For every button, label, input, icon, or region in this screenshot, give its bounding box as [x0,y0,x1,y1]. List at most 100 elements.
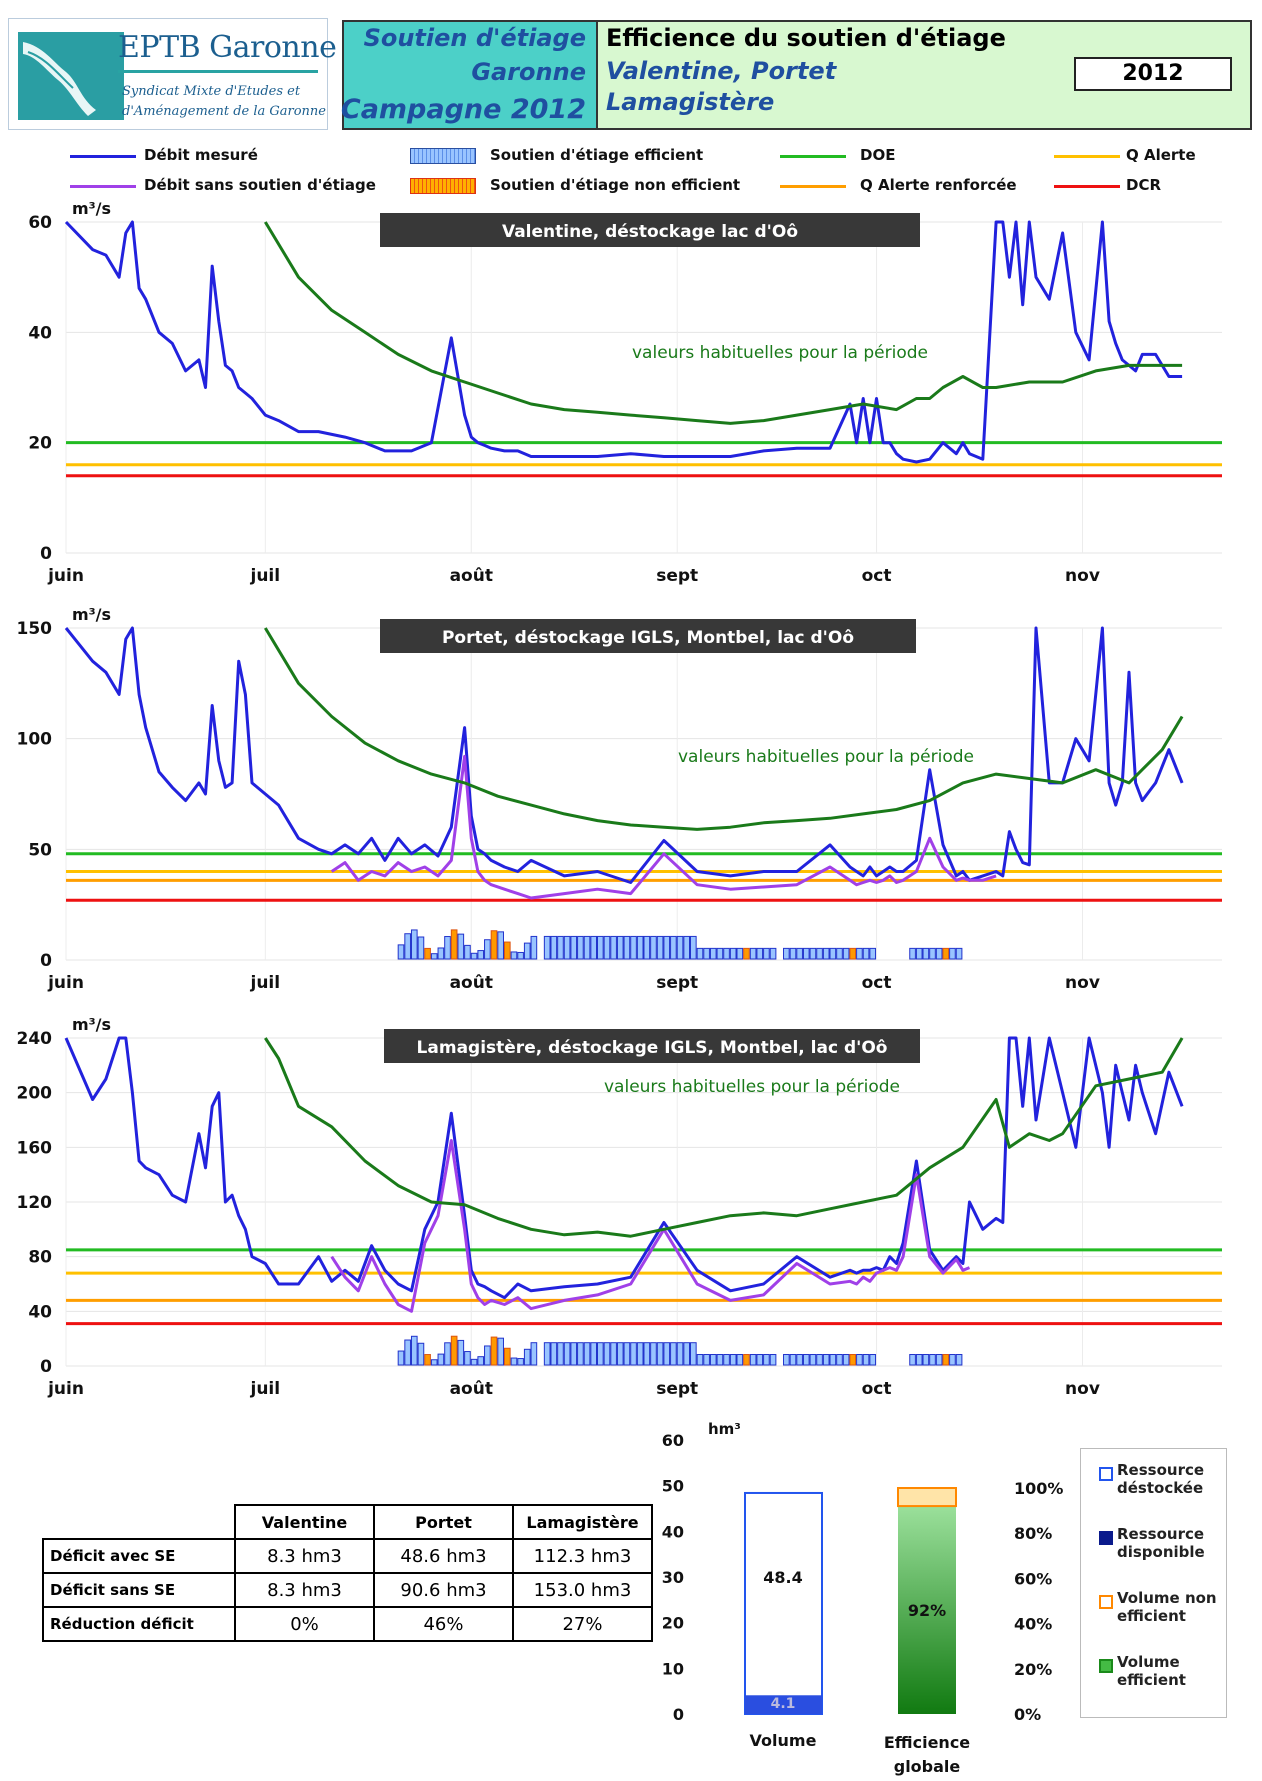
support-bar [929,947,936,960]
support-bar [417,936,425,960]
support-bar [696,1354,704,1366]
category-label-volume: Volume [750,1731,817,1750]
y-tick-label: 100 [17,730,53,750]
x-tick-label: nov [1065,973,1100,993]
y-tick-label: 0 [40,544,52,564]
support-bar [743,947,750,960]
logo-subtitle-2: d'Aménagement de la Garonne [122,104,326,119]
support-bar [464,1351,471,1366]
support-bar [603,935,611,960]
chart-title: Portet, déstockage IGLS, Montbel, lac d'… [442,628,854,648]
support-bar [816,1354,823,1366]
y-axis-unit: m³/s [72,199,111,218]
series-measured [64,626,1184,884]
support-bar [437,1353,445,1366]
support-bar [849,1354,857,1366]
legend-alerte-line [1054,155,1120,158]
support-bar [769,1354,777,1366]
support-bar [703,1354,710,1366]
support-bar [690,1342,697,1366]
support-bar [484,1345,491,1366]
deficit-table: Valentine Portet Lamagistère Déficit ave… [42,1504,653,1642]
header-title: Efficience du soutien d'étiage [606,24,1006,52]
support-bar [670,1342,677,1366]
support-bar [656,935,664,960]
table-cell: 153.0 hm3 [512,1572,653,1608]
support-bar [749,947,757,960]
support-bar [424,1354,431,1366]
efficiency-y-tick: 100% [1014,1479,1063,1498]
support-bar [709,1354,717,1366]
category-label-efficiency-line2: globale [894,1757,961,1776]
header-stations-1: Valentine, Portet [606,57,837,85]
y-tick-label: 0 [40,1357,52,1377]
table-cell: 8.3 hm3 [234,1572,375,1608]
support-bar [862,947,870,960]
support-bar [484,939,491,960]
volume-y-tick: 60 [662,1431,684,1450]
support-bar [809,1354,817,1366]
volume-bar-destocked [744,1491,823,1716]
support-bar [683,1342,691,1366]
support-bar [955,1354,963,1366]
support-bar [610,935,617,960]
support-bar [690,935,697,960]
plot-area-0 [66,222,1222,553]
support-bar [729,947,737,960]
legend-nonefficient-box [410,178,476,194]
support-bar [822,947,830,960]
support-bar [490,930,498,960]
support-bar [650,935,657,960]
support-bar [503,941,511,960]
legend-measured-line [70,155,136,158]
y-tick-label: 40 [28,1302,52,1322]
support-bar [570,935,578,960]
support-bar [590,1342,597,1366]
support-bar [464,944,471,960]
support-bar [450,929,458,960]
y-tick-label: 50 [28,840,52,860]
support-bar [656,1342,664,1366]
table-row: Réduction déficit 0% 46% 27% [42,1606,653,1642]
support-bar [530,935,538,960]
volume-y-tick: 20 [662,1614,684,1633]
header-campaign-panel: Soutien d'étiage Garonne Campagne 2012 [341,20,598,130]
support-bar [577,935,584,960]
support-bar [470,952,478,960]
support-bar [643,1342,651,1366]
support-bar [457,1339,465,1366]
support-bar [829,1354,837,1366]
x-tick-label: juin [47,1379,84,1399]
support-bar [849,947,857,960]
eptb-logo-icon [18,32,124,120]
usual-values-annotation: valeurs habituelles pour la période [604,1077,900,1097]
support-bar [523,942,531,960]
volume-bar-available [745,1695,822,1714]
support-bar [922,947,930,960]
support-bar [842,947,850,960]
legend-destocked-swatch [1099,1467,1113,1481]
support-bar [410,929,418,960]
volume-y-tick: 10 [662,1659,684,1678]
support-bar [915,947,923,960]
efficiency-y-tick: 0% [1014,1705,1041,1724]
support-bar [836,1354,843,1366]
header-stations-2: Lamagistère [606,88,775,116]
support-bar [457,933,465,960]
table-header: Lamagistère [512,1504,653,1540]
efficiency-y-tick: 20% [1014,1660,1052,1679]
support-bar [763,947,770,960]
x-tick-label: sept [656,973,698,993]
table-row: Déficit sans SE 8.3 hm3 90.6 hm3 153.0 h… [42,1572,653,1608]
support-bar [470,1358,478,1366]
support-bar [590,935,597,960]
support-bar [497,931,504,960]
support-bar [942,1354,950,1366]
chart-title-box [380,213,920,247]
table-header: Portet [373,1504,514,1540]
y-axis-unit: m³/s [72,1015,111,1034]
y-tick-label: 200 [17,1084,53,1104]
support-bar [729,1354,737,1366]
support-bar [862,1354,870,1366]
support-bar [802,947,810,960]
